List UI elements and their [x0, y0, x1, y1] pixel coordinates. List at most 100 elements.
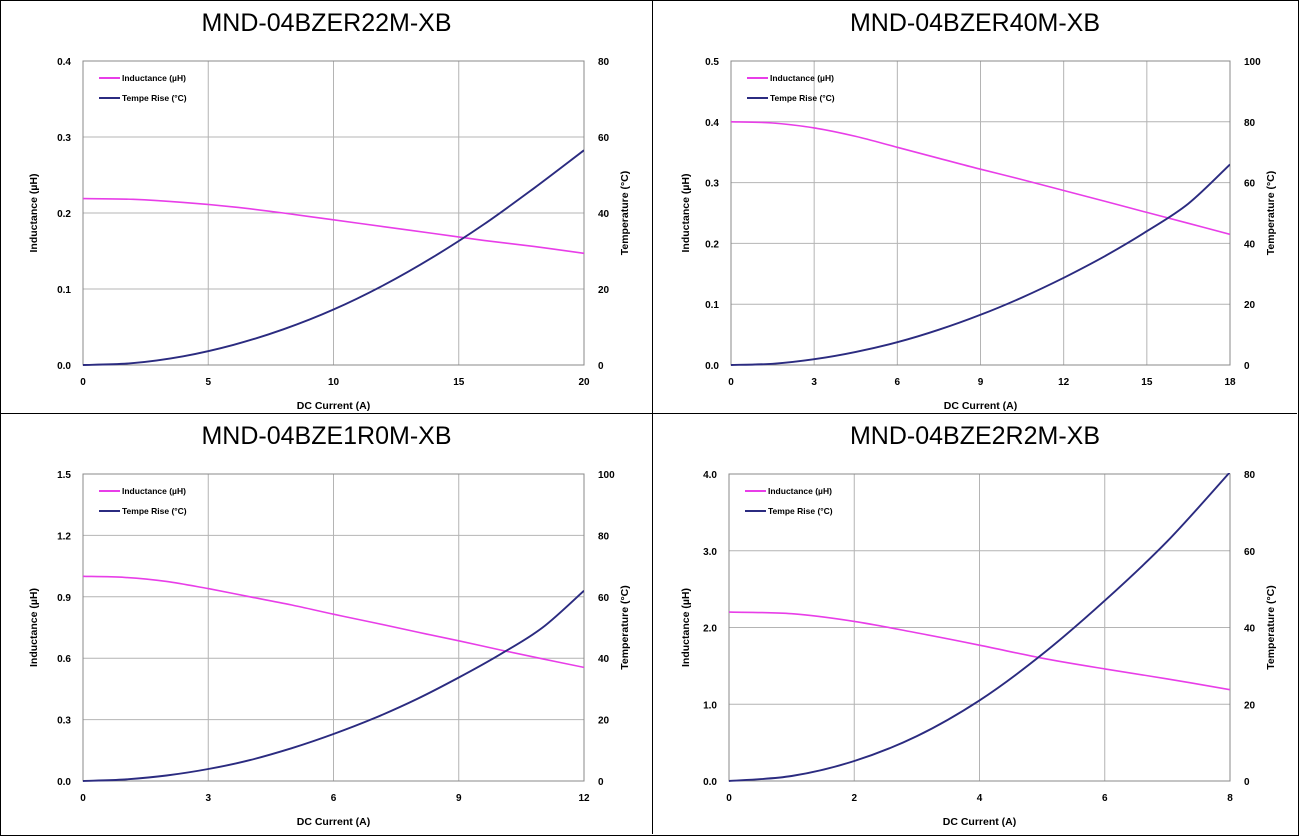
y2-tick-label: 60	[598, 133, 610, 144]
temperature-rise-line	[729, 473, 1230, 782]
y-tick-label: 0.0	[705, 361, 719, 372]
temperature-rise-line	[83, 149, 584, 366]
y-tick-label: 0.1	[705, 300, 719, 311]
y-tick-label: 0.0	[703, 777, 717, 788]
y2-tick-label: 40	[1244, 239, 1256, 250]
y2-tick-label: 60	[1244, 179, 1256, 190]
y2-tick-label: 40	[1244, 624, 1256, 635]
y-tick-label: 0.3	[57, 133, 71, 144]
x-tick-label: 0	[728, 377, 734, 388]
y2-axis-label: Temperature (°C)	[619, 171, 631, 256]
y2-tick-label: 0	[1244, 361, 1250, 372]
legend-label: Tempe Rise (°C)	[122, 506, 187, 516]
x-tick-label: 9	[456, 793, 462, 804]
y2-axis-label: Temperature (°C)	[619, 585, 631, 670]
chart-4-plot: 0 2 4 6 8 0.0 1.0 2.0 3.0 4.0 0 20 40 60 80 DC Current …	[680, 470, 1277, 828]
y2-tick-label: 40	[598, 654, 610, 665]
legend-label: Tempe Rise (°C)	[770, 93, 835, 103]
y-tick-label: 3.0	[703, 547, 717, 558]
y2-axis-label: Temperature (°C)	[1265, 585, 1277, 670]
x-tick-label: 8	[1227, 793, 1233, 804]
chart-2-plot: 0 3 6 9 12 15 18 0.0 0.1 0.2 0.3 0.4 0.5 0 20 40 60 80 100…	[680, 57, 1277, 412]
y-tick-label: 0.0	[57, 777, 71, 788]
x-tick-label: 15	[453, 377, 465, 388]
chart-panel-2: MND-04BZER40M-XB 0 3 6 9 12 15 18 0.0 0.1 0.2 0.3 0…	[653, 1, 1297, 414]
x-tick-label: 12	[1058, 377, 1070, 388]
x-tick-label: 0	[80, 793, 86, 804]
x-tick-label: 0	[80, 377, 86, 388]
chart-panel-4: MND-04BZE2R2M-XB 0 2 4 6 8 0.0 1.0 2.0 3.0 4.0 0 20…	[653, 414, 1297, 834]
y-tick-label: 0.3	[57, 716, 71, 727]
x-tick-label: 6	[1102, 793, 1108, 804]
y2-tick-label: 60	[1244, 547, 1256, 558]
inductance-line	[83, 575, 584, 669]
y2-tick-label: 20	[598, 716, 610, 727]
temperature-rise-line	[731, 163, 1230, 366]
plot-area	[82, 60, 585, 366]
x-tick-label: 6	[331, 793, 337, 804]
y-axis-label: Inductance (µH)	[28, 174, 40, 253]
x-tick-label: 20	[578, 377, 590, 388]
inductance-line	[731, 121, 1230, 236]
y2-tick-label: 80	[1244, 118, 1256, 129]
y-tick-label: 1.5	[57, 470, 71, 481]
y2-tick-label: 80	[598, 57, 610, 68]
y-tick-label: 0.2	[57, 209, 71, 220]
legend-label: Inductance (µH)	[768, 486, 832, 496]
y-axis-label: Inductance (µH)	[28, 588, 40, 667]
x-tick-label: 12	[578, 793, 590, 804]
x-tick-label: 4	[977, 793, 983, 804]
y-tick-label: 0.6	[57, 654, 71, 665]
y-tick-label: 0.0	[57, 361, 71, 372]
y2-tick-label: 0	[1244, 777, 1250, 788]
inductance-line	[729, 611, 1230, 691]
y2-tick-label: 20	[1244, 300, 1256, 311]
chart-title: MND-04BZE2R2M-XB	[849, 422, 1101, 450]
chart-title: MND-04BZE1R0M-XB	[201, 422, 452, 450]
y2-tick-label: 80	[1244, 470, 1256, 481]
y-tick-label: 2.0	[703, 624, 717, 635]
y-tick-label: 0.2	[705, 239, 719, 250]
plot-area	[82, 473, 585, 782]
y2-tick-label: 60	[598, 593, 610, 604]
y2-axis-label: Temperature (°C)	[1265, 171, 1277, 256]
x-tick-label: 9	[978, 377, 984, 388]
y-tick-label: 0.9	[57, 593, 71, 604]
x-tick-label: 18	[1224, 377, 1236, 388]
legend-label: Tempe Rise (°C)	[768, 506, 833, 516]
x-tick-label: 2	[851, 793, 857, 804]
chart-panel-3: MND-04BZE1R0M-XB 0 3 6 9 12 0.0 0.3 0.6 0.9 1.2 1.…	[1, 414, 653, 834]
chart-1-plot: 0 5 10 15 20 0.0 0.1 0.2 0.3 0.4 0 20 40 60 80 DC Curre…	[28, 57, 631, 412]
legend-label: Inductance (µH)	[122, 73, 186, 83]
x-axis-label: DC Current (A)	[944, 400, 1018, 412]
inductance-line	[83, 197, 584, 255]
y-tick-label: 0.3	[705, 179, 719, 190]
x-tick-label: 3	[205, 793, 211, 804]
x-tick-label: 3	[811, 377, 817, 388]
x-tick-label: 6	[895, 377, 901, 388]
x-tick-label: 5	[205, 377, 211, 388]
plot-area	[730, 60, 1231, 366]
chart-title: MND-04BZER22M-XB	[201, 9, 452, 37]
y2-tick-label: 20	[1244, 700, 1256, 711]
x-axis-label: DC Current (A)	[943, 816, 1017, 828]
y2-tick-label: 0	[598, 777, 604, 788]
y-tick-label: 0.5	[705, 57, 719, 68]
x-axis-label: DC Current (A)	[297, 400, 371, 412]
chart-3-plot: 0 3 6 9 12 0.0 0.3 0.6 0.9 1.2 1.5 0 20 40 60 80 100 DC C…	[28, 470, 631, 828]
temperature-rise-line	[83, 589, 584, 782]
y2-tick-label: 100	[1244, 57, 1261, 68]
x-tick-label: 10	[328, 377, 340, 388]
x-axis-label: DC Current (A)	[297, 816, 371, 828]
chart-panel-1: MND-04BZER22M-XB 0 5 10 15 20 0.0 0.1 0.2 0.3 0.4…	[1, 1, 653, 414]
y-axis-label: Inductance (µH)	[680, 174, 692, 253]
chart-title: MND-04BZER40M-XB	[849, 9, 1101, 37]
y2-tick-label: 20	[598, 285, 610, 296]
y-axis-label: Inductance (µH)	[680, 588, 692, 667]
y2-tick-label: 80	[598, 531, 610, 542]
plot-area	[728, 473, 1231, 782]
x-tick-label: 0	[726, 793, 732, 804]
y-tick-label: 4.0	[703, 470, 717, 481]
y-tick-label: 1.2	[57, 531, 71, 542]
y-tick-label: 0.4	[57, 57, 71, 68]
